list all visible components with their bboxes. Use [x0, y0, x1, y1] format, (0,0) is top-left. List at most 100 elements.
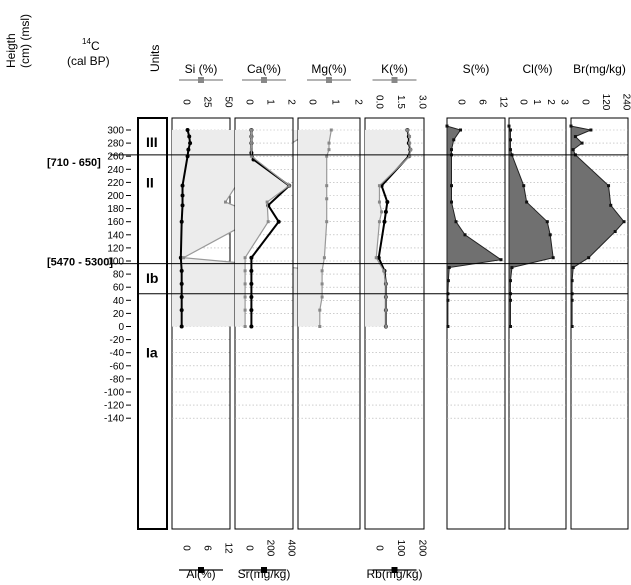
- point-s: [446, 279, 450, 283]
- point-cl: [545, 220, 549, 224]
- top-tick-label: 3: [559, 99, 570, 105]
- unit-label-iii: III: [146, 134, 158, 150]
- bottom-tick-label: 200: [265, 540, 276, 557]
- point-ca: [249, 308, 254, 313]
- point-k: [383, 209, 388, 214]
- point-si: [188, 141, 193, 146]
- point-rb: [374, 256, 378, 260]
- top-label-ca: Ca(%): [247, 62, 281, 76]
- point-si: [178, 255, 183, 260]
- point-cl: [510, 266, 514, 270]
- point-al: [182, 256, 185, 260]
- point-br: [570, 325, 574, 328]
- y-tick-label: 140: [107, 230, 124, 241]
- point-si: [185, 128, 190, 132]
- point-sr: [243, 282, 247, 286]
- bottom-label-sr: Sr(mg/kg): [238, 567, 291, 581]
- top-tick-label: 1.5: [395, 95, 406, 109]
- point-si: [179, 308, 184, 313]
- point-s: [450, 184, 453, 188]
- point-br: [622, 220, 626, 224]
- c14-header: 14 C (cal BP): [67, 37, 110, 68]
- legend-marker: [326, 77, 332, 83]
- point-cl: [508, 279, 512, 283]
- point-rb: [405, 128, 409, 132]
- point-si: [187, 134, 192, 139]
- unit-label-ia: Ia: [146, 345, 158, 361]
- point-rb: [408, 135, 412, 139]
- point-rb: [382, 269, 386, 273]
- point-rb: [384, 325, 388, 328]
- point-br: [609, 203, 613, 207]
- point-s: [463, 233, 467, 237]
- point-ca: [249, 268, 254, 273]
- panel-cl: Cl(%) 0 1 2 3: [507, 62, 570, 530]
- bottom-tick-label: 200: [417, 540, 428, 557]
- point-si: [179, 324, 184, 329]
- point-rb: [384, 308, 388, 312]
- top-tick-label: 0.0: [374, 95, 385, 109]
- point-si: [179, 219, 184, 224]
- top-tick-label: 0: [580, 99, 591, 105]
- point-cl: [508, 128, 512, 132]
- bottom-tick-label: 400: [286, 540, 297, 557]
- point-cl: [507, 124, 511, 128]
- y-tick-label: -60: [110, 361, 125, 372]
- bottom-tick-label: 0: [374, 545, 385, 551]
- top-tick-label: 2: [353, 99, 364, 105]
- point-s: [450, 148, 453, 152]
- point-mg: [327, 141, 331, 145]
- y-tick-label: 180: [107, 204, 124, 215]
- y-tick-label: 160: [107, 217, 124, 228]
- point-br: [573, 135, 577, 139]
- panel-s: S(%) 0 6 12: [445, 62, 509, 530]
- top-tick-label: 50: [223, 96, 234, 108]
- bottom-label-rb: Rb(mg/kg): [366, 567, 422, 581]
- height-axis: 3002802602402202001801601401201008060402…: [104, 126, 131, 425]
- point-br: [613, 230, 617, 234]
- point-sr: [266, 220, 270, 224]
- top-tick-label: 0: [244, 99, 255, 105]
- bottom-legend-marker: [391, 567, 398, 573]
- point-br: [571, 266, 575, 270]
- point-ca: [276, 219, 281, 224]
- y-tick-label: 0: [118, 322, 124, 333]
- top-tick-label: 0: [307, 99, 318, 105]
- top-label-s: S(%): [463, 62, 490, 76]
- point-sr: [249, 154, 253, 158]
- panel-br: Br(mg/kg) 0 120 240: [569, 62, 631, 530]
- point-mg: [329, 128, 333, 132]
- top-tick-label: 1: [531, 99, 542, 105]
- fill-mg: [298, 130, 332, 327]
- panel-k: K(%) 0.0 1.5 3.0 0 100 200 Rb(mg/kg): [364, 62, 428, 581]
- top-tick-label: 6: [477, 99, 488, 105]
- point-mg: [327, 148, 331, 152]
- c14-superscript: 14: [82, 37, 91, 46]
- point-al: [224, 200, 227, 204]
- point-mg: [322, 256, 326, 260]
- fill-sr: [235, 130, 290, 327]
- top-tick-label: 0: [456, 99, 467, 105]
- point-cl: [522, 184, 526, 188]
- date-label: [5470 - 5300]: [47, 257, 113, 269]
- point-s: [447, 266, 451, 270]
- point-k: [376, 255, 381, 260]
- legend-marker: [261, 77, 267, 83]
- point-k: [382, 219, 387, 224]
- top-label-cl: Cl(%): [523, 62, 553, 76]
- top-tick-label: 0: [518, 99, 529, 105]
- top-tick-label: 240: [621, 94, 631, 111]
- y-tick-label: 40: [113, 296, 125, 307]
- bottom-tick-label: 12: [223, 542, 234, 554]
- point-rb: [377, 184, 381, 188]
- y-tick-label: -100: [104, 388, 124, 399]
- y-tick-label: 80: [113, 270, 125, 281]
- y-tick-label: 20: [113, 309, 125, 320]
- y-tick-label: -140: [104, 414, 124, 425]
- top-tick-label: 1: [265, 99, 276, 105]
- top-tick-label: 1: [330, 99, 341, 105]
- point-rb: [377, 220, 381, 224]
- y-tick-label: 240: [107, 165, 124, 176]
- point-sr: [243, 269, 247, 273]
